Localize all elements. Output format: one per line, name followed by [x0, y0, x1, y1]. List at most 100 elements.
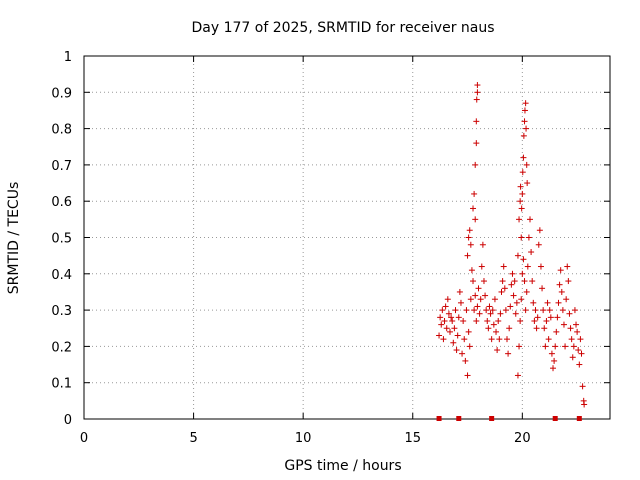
- data-point: [489, 307, 496, 314]
- data-point: [484, 317, 491, 324]
- data-point: [566, 310, 573, 317]
- data-point: [554, 314, 561, 321]
- data-point: [577, 336, 584, 343]
- data-point: [563, 296, 570, 303]
- scatter-points: [436, 82, 588, 408]
- data-point: [470, 205, 477, 212]
- data-point: [465, 234, 472, 241]
- y-tick-label: 0.4: [51, 268, 72, 283]
- y-tick-label: 1: [64, 50, 72, 65]
- data-point: [514, 372, 521, 379]
- data-point: [439, 307, 446, 314]
- data-point: [461, 336, 468, 343]
- data-point: [485, 325, 492, 332]
- y-tick-label: 0.8: [51, 123, 72, 138]
- data-point: [476, 310, 483, 317]
- data-point: [508, 281, 515, 288]
- data-point: [466, 227, 473, 234]
- data-point: [578, 350, 585, 357]
- data-point: [529, 278, 536, 285]
- data-point: [438, 321, 445, 328]
- data-point: [442, 303, 449, 310]
- data-point: [440, 336, 447, 343]
- data-point: [473, 317, 480, 324]
- data-point: [543, 317, 550, 324]
- data-point: [471, 307, 478, 314]
- data-point: [497, 310, 504, 317]
- data-point: [553, 328, 560, 335]
- y-tick-label: 0.5: [51, 232, 72, 247]
- data-point: [518, 296, 525, 303]
- data-point: [530, 299, 537, 306]
- chart-title: Day 177 of 2025, SRMTID for receiver nau…: [191, 20, 494, 36]
- data-point: [479, 241, 486, 248]
- data-point: [449, 317, 456, 324]
- data-point: [516, 216, 523, 223]
- y-tick-label: 0.7: [51, 159, 72, 174]
- data-point: [490, 321, 497, 328]
- data-point: [551, 357, 558, 364]
- data-point: [480, 278, 487, 285]
- data-point: [576, 361, 583, 368]
- data-point: [521, 107, 528, 114]
- data-point: [560, 321, 567, 328]
- data-point: [444, 296, 451, 303]
- data-point: [558, 288, 565, 295]
- data-point: [450, 339, 457, 346]
- data-point: [486, 303, 493, 310]
- data-point: [483, 307, 490, 314]
- data-point: [521, 118, 528, 125]
- data-point: [581, 401, 588, 408]
- data-point: [507, 303, 514, 310]
- data-point: [499, 278, 506, 285]
- x-tick-label: 0: [80, 431, 88, 446]
- data-point: [519, 270, 526, 277]
- data-point: [482, 292, 489, 299]
- data-point: [488, 336, 495, 343]
- x-tick-label: 20: [514, 431, 531, 446]
- data-point: [465, 328, 472, 335]
- data-point: [473, 140, 480, 147]
- baseline-marker: [456, 416, 462, 421]
- data-point: [472, 161, 479, 168]
- y-axis-label: SRMTID / TECUs: [6, 182, 22, 295]
- data-point: [541, 325, 548, 332]
- data-point: [512, 310, 519, 317]
- data-point: [546, 307, 553, 314]
- y-tick-label: 0.1: [51, 377, 72, 392]
- y-tick-label: 0.3: [51, 304, 72, 319]
- baseline-marker: [552, 416, 558, 421]
- data-point: [532, 307, 539, 314]
- data-point: [520, 154, 527, 161]
- y-tick-label: 0.9: [51, 86, 72, 101]
- data-point: [464, 252, 471, 259]
- data-point: [472, 216, 479, 223]
- data-point: [505, 350, 512, 357]
- data-point: [474, 82, 481, 89]
- data-point: [474, 89, 481, 96]
- data-point: [524, 263, 531, 270]
- x-tick-label: 15: [404, 431, 421, 446]
- data-point: [557, 267, 564, 274]
- data-point: [524, 180, 531, 187]
- data-point: [522, 307, 529, 314]
- data-point: [550, 365, 557, 372]
- data-point: [516, 343, 523, 350]
- data-point: [473, 96, 480, 103]
- baseline-marker: [489, 416, 495, 421]
- data-point: [457, 299, 464, 306]
- data-point: [500, 263, 507, 270]
- data-point: [535, 241, 542, 248]
- data-point: [474, 303, 481, 310]
- data-point: [463, 307, 470, 314]
- data-point: [575, 347, 582, 354]
- baseline-markers: [436, 416, 582, 421]
- data-point: [519, 169, 526, 176]
- data-point: [467, 296, 474, 303]
- data-point: [547, 314, 554, 321]
- data-point: [517, 183, 524, 190]
- data-point: [471, 190, 478, 197]
- y-tick-label: 0: [64, 413, 72, 428]
- data-point: [467, 241, 474, 248]
